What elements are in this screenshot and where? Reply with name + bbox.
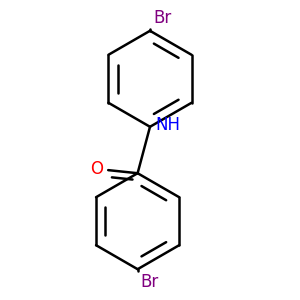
Text: Br: Br [153, 9, 172, 27]
Text: Br: Br [141, 273, 159, 291]
Text: O: O [90, 160, 103, 178]
Text: NH: NH [155, 116, 181, 134]
